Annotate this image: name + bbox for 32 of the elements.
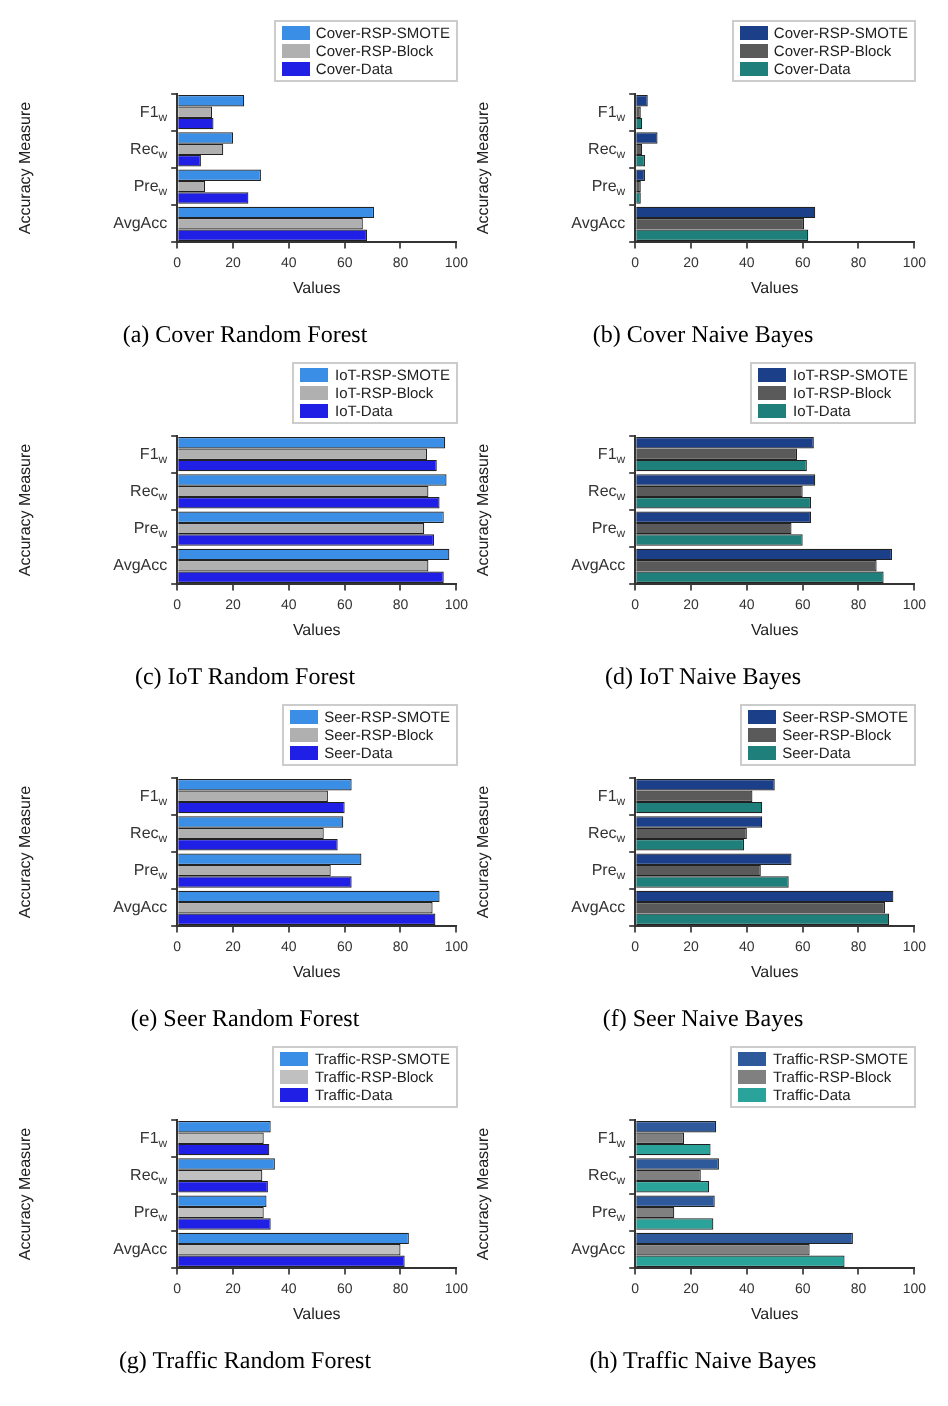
x-axis-title: Values [292, 963, 341, 982]
x-axis-title: Values [292, 1305, 341, 1324]
y-axis-title: Accuracy Measure [474, 1126, 493, 1261]
y-axis-title: Accuracy Measure [16, 784, 35, 919]
y-axis-title: Accuracy Measure [474, 442, 493, 577]
text: (b) Cover Naive Bayes [590, 320, 816, 348]
y-axis-title: Accuracy Measure [16, 1126, 35, 1261]
y-tick-label: AvgAcc [113, 214, 168, 233]
text: (a) Cover Random Forest [120, 320, 370, 348]
y-axis-title: Accuracy Measure [16, 100, 35, 235]
x-axis-title: Values [750, 1305, 799, 1324]
y-axis-title: Accuracy Measure [16, 442, 35, 577]
x-axis-title: Values [292, 279, 341, 298]
text: (f) Seer Naive Bayes [600, 1004, 806, 1032]
y-tick-label: AvgAcc [571, 1240, 626, 1259]
y-tick-label: AvgAcc [113, 1240, 168, 1259]
y-axis-title: Accuracy Measure [474, 100, 493, 235]
text: (d) IoT Naive Bayes [602, 662, 804, 690]
y-tick-label: AvgAcc [113, 556, 168, 575]
y-tick-label: AvgAcc [571, 556, 626, 575]
x-axis-title: Values [750, 279, 799, 298]
y-axis-title: Accuracy Measure [474, 784, 493, 919]
y-tick-label: AvgAcc [571, 898, 626, 917]
y-tick-label: AvgAcc [571, 214, 626, 233]
x-axis-title: Values [292, 621, 341, 640]
x-axis-title: Values [750, 621, 799, 640]
text: (g) Traffic Random Forest [116, 1346, 374, 1374]
x-axis-title: Values [750, 963, 799, 982]
y-tick-label: AvgAcc [113, 898, 168, 917]
text: (c) IoT Random Forest [132, 662, 358, 690]
text: (h) Traffic Naive Bayes [587, 1346, 819, 1374]
text: (e) Seer Random Forest [128, 1004, 362, 1032]
